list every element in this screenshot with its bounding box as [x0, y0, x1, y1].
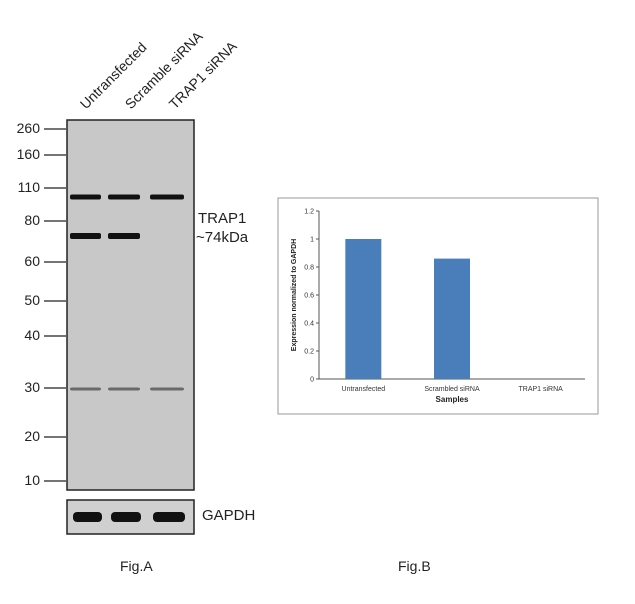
y-axis-ticks: 0 0.2 0.4 0.6 0.8 1 1.2 [304, 209, 319, 384]
band-110kda [150, 194, 184, 200]
mw-marker-label: 60 [24, 253, 40, 269]
x-axis-title: Samples [436, 395, 469, 404]
y-tick-label: 0 [310, 377, 314, 384]
bar [434, 258, 470, 379]
y-tick-label: 1.2 [304, 209, 314, 216]
gapdh-label: GAPDH [202, 507, 256, 524]
band-110kda [70, 194, 101, 200]
gapdh-bands [73, 512, 185, 522]
band-110kda [108, 194, 140, 200]
mw-marker-label: 10 [24, 472, 40, 488]
x-axis-tick-labels: Untransfected Scrambled siRNA TRAP1 siRNA [342, 386, 564, 393]
mw-marker-label: 260 [16, 120, 40, 136]
band-30kda [70, 387, 101, 391]
target-size-label: ~74kDa [196, 229, 249, 246]
y-tick-label: 0.6 [304, 293, 314, 300]
blot-membrane [66, 119, 195, 491]
band-30kda [150, 387, 184, 391]
fig-a-caption: Fig.A [120, 558, 153, 574]
y-tick-label: 0.4 [304, 321, 314, 328]
bar-series [345, 239, 470, 379]
mw-marker-label: 160 [16, 146, 40, 162]
band-trap1 [108, 233, 140, 239]
bar [345, 239, 382, 379]
x-tick-label: Untransfected [342, 386, 386, 393]
fig-b-caption: Fig.B [398, 558, 431, 574]
mw-marker-label: 50 [24, 292, 40, 308]
mw-marker-label: 20 [24, 428, 40, 444]
y-tick-label: 1 [310, 237, 314, 244]
target-protein-label: TRAP1 [198, 210, 247, 227]
x-tick-label: TRAP1 siRNA [518, 386, 563, 393]
band-trap1 [70, 233, 101, 239]
mw-tick-marks [44, 128, 66, 482]
mw-marker-label: 40 [24, 327, 40, 343]
x-tick-label: Scrambled siRNA [424, 386, 480, 393]
y-axis-title: Expression normalized to GAPDH [291, 239, 298, 351]
mw-marker-label: 80 [24, 212, 40, 228]
mw-marker-label: 110 [17, 179, 40, 195]
band-gapdh [73, 512, 102, 522]
mw-marker-label: 30 [24, 379, 40, 395]
band-gapdh [111, 512, 141, 522]
band-gapdh [153, 512, 185, 522]
band-30kda [108, 387, 140, 391]
y-tick-label: 0.2 [304, 349, 314, 356]
y-tick-label: 0.8 [304, 265, 314, 272]
blot-bands [70, 194, 184, 391]
